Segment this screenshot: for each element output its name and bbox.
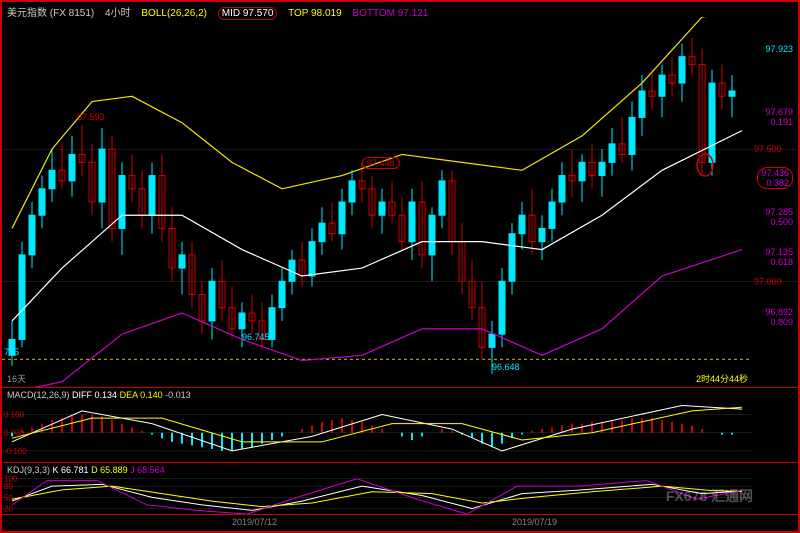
chart-container: 美元指数 (FX 8151) 4小时 BOLL(26,26,2) MID 97.… [0, 0, 800, 533]
watermark: FX678 汇通网 [666, 486, 753, 506]
annotation: 96.745 [242, 332, 270, 342]
price-label: 97.6790.191 [765, 107, 793, 127]
svg-text:0.000: 0.000 [4, 429, 25, 438]
svg-text:-0.100: -0.100 [4, 447, 27, 456]
annotation: 97.448 [362, 157, 400, 169]
svg-text:20: 20 [4, 505, 13, 514]
macd-panel[interactable]: MACD(12,26,9) DIFF 0.134 DEA 0.140 -0.01… [2, 387, 798, 462]
main-chart-svg: 97.000 97.500 [2, 17, 800, 387]
price-label: 97.2850.500 [765, 207, 793, 227]
x-axis: 2019/07/12 2019/07/19 [2, 514, 798, 529]
x-axis-date: 2019/07/12 [232, 517, 277, 527]
days-label: 16天 [7, 372, 26, 385]
price-label: 96.8920.809 [765, 307, 793, 327]
x-axis-date: 2019/07/19 [512, 517, 557, 527]
price-label: 97.4360.382 [757, 167, 793, 189]
svg-text:97.000: 97.000 [754, 276, 782, 286]
macd-svg: 0.100 0.000 -0.100 [2, 388, 800, 463]
annotation: 97.593 [77, 112, 105, 122]
countdown-timer: 2时44分44秒 [696, 372, 748, 385]
svg-text:80: 80 [4, 482, 13, 491]
main-chart-panel[interactable]: 97.000 97.500 97.923 97.6790.191 97.4360.38… [2, 17, 798, 387]
svg-text:97.500: 97.500 [754, 144, 782, 154]
price-label: 97.923 [765, 44, 793, 54]
annotation: 705 [4, 347, 19, 357]
price-label: 97.1350.618 [765, 247, 793, 267]
annotation: 96.648 [492, 362, 520, 372]
svg-text:0.100: 0.100 [4, 411, 25, 420]
